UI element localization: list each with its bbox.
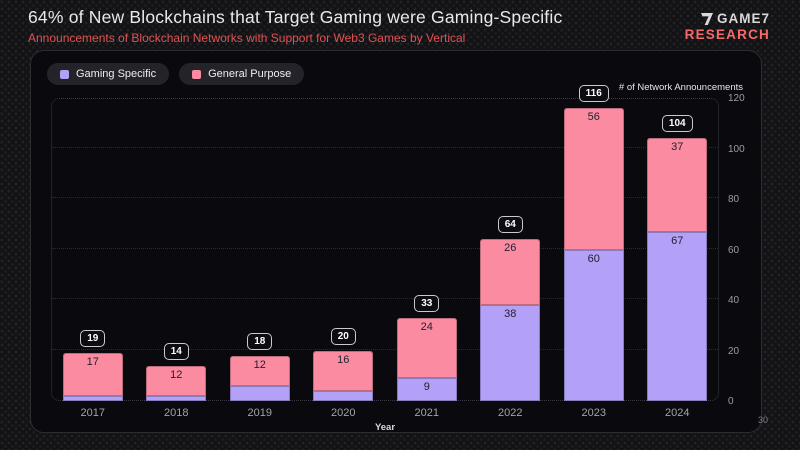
game7-seven-icon bbox=[700, 12, 713, 25]
segment-gaming-specific: 9 bbox=[396, 378, 457, 401]
bars-row: 19 17 14 12 18 12 20 16 33 24 9 64 26 38 116 56 60 104 37 6… bbox=[51, 85, 720, 401]
segment-general-purpose: 12 bbox=[229, 355, 290, 386]
logo-research-text: RESEARCH bbox=[684, 26, 770, 42]
segment-value-label: 60 bbox=[587, 252, 600, 265]
segment-gaming-specific bbox=[146, 395, 207, 401]
logo-top-row: GAME7 bbox=[700, 11, 770, 27]
total-badge-2023: 116 bbox=[578, 85, 609, 103]
legend-label: Gaming Specific bbox=[76, 68, 157, 80]
y-tick-label-0: 0 bbox=[728, 396, 734, 407]
gridline-20 bbox=[52, 348, 718, 350]
x-axis-labels: 2017 2018 2019 2020 2021 2022 2023 2024 bbox=[51, 407, 719, 419]
segment-value-label: 38 bbox=[504, 308, 517, 321]
legend-swatch-general-purpose bbox=[192, 69, 202, 79]
y-axis-ticks: 0 20 40 60 80 100 120 bbox=[725, 93, 757, 407]
total-badge-2020: 20 bbox=[330, 327, 356, 345]
segment-gaming-specific bbox=[229, 385, 290, 401]
bar-2021[interactable]: 24 9 bbox=[396, 317, 457, 401]
segment-general-purpose: 16 bbox=[313, 350, 374, 391]
legend-item-gaming-specific[interactable]: Gaming Specific bbox=[47, 63, 170, 85]
y-tick-label-20: 20 bbox=[728, 345, 740, 357]
x-tick-label-2024: 2024 bbox=[665, 407, 690, 419]
y-axis-title: # of Network Announcements bbox=[618, 82, 743, 93]
legend-item-general-purpose[interactable]: General Purpose bbox=[179, 63, 305, 85]
total-badge-2018: 14 bbox=[163, 342, 189, 360]
segment-value-label: 26 bbox=[504, 242, 517, 255]
total-badge-2019: 18 bbox=[247, 332, 273, 350]
bar-slot-2023: 116 56 60 bbox=[552, 85, 636, 401]
page-number: 30 bbox=[757, 415, 768, 425]
segment-value-label: 17 bbox=[86, 356, 99, 369]
total-badge-2022: 64 bbox=[497, 216, 523, 234]
bar-slot-2018: 14 12 bbox=[135, 98, 219, 401]
segment-general-purpose: 12 bbox=[146, 365, 207, 396]
x-tick-label-2018: 2018 bbox=[164, 407, 189, 419]
gridline-80 bbox=[52, 197, 718, 198]
total-badge-2024: 104 bbox=[661, 115, 693, 133]
total-badge-2021: 33 bbox=[414, 294, 440, 312]
segment-value-label: 37 bbox=[671, 141, 684, 154]
plot-area bbox=[51, 98, 719, 401]
bar-2024[interactable]: 37 67 bbox=[647, 138, 708, 401]
gridline-60 bbox=[52, 247, 718, 249]
bar-slot-2017: 19 17 bbox=[51, 98, 135, 401]
bar-2023[interactable]: 56 60 bbox=[563, 108, 624, 401]
page-title: 64% of New Blockchains that Target Gamin… bbox=[28, 7, 563, 27]
bar-2019[interactable]: 12 bbox=[229, 355, 290, 401]
segment-value-label: 12 bbox=[253, 358, 266, 371]
segment-gaming-specific bbox=[62, 395, 123, 401]
legend: Gaming Specific General Purpose bbox=[47, 63, 305, 85]
chart-panel: Gaming Specific General Purpose # of Netw… bbox=[30, 50, 762, 433]
segment-general-purpose: 26 bbox=[480, 239, 541, 306]
legend-swatch-gaming-specific bbox=[60, 69, 69, 79]
x-tick-label-2020: 2020 bbox=[331, 407, 356, 419]
segment-gaming-specific: 67 bbox=[647, 231, 708, 401]
bar-slot-2024: 104 37 67 bbox=[636, 98, 720, 401]
bar-slot-2022: 64 26 38 bbox=[469, 98, 553, 401]
total-badge-2017: 19 bbox=[80, 330, 106, 348]
segment-value-label: 9 bbox=[423, 381, 430, 394]
logo-brand-text: GAME7 bbox=[716, 11, 770, 26]
segment-gaming-specific: 38 bbox=[480, 305, 541, 401]
gridline-40 bbox=[52, 298, 718, 299]
bar-2018[interactable]: 12 bbox=[146, 365, 207, 401]
page-subtitle: Announcements of Blockchain Networks wit… bbox=[28, 31, 466, 45]
segment-gaming-specific: 60 bbox=[563, 249, 624, 401]
x-tick-label-2017: 2017 bbox=[80, 407, 105, 419]
y-tick-label-60: 60 bbox=[728, 244, 740, 256]
segment-value-label: 24 bbox=[420, 320, 433, 333]
segment-general-purpose: 17 bbox=[62, 353, 123, 396]
x-axis-title: Year bbox=[374, 422, 396, 433]
y-tick-label-40: 40 bbox=[728, 295, 740, 306]
segment-general-purpose: 37 bbox=[647, 138, 708, 232]
bar-2022[interactable]: 26 38 bbox=[480, 239, 541, 401]
x-tick-label-2022: 2022 bbox=[498, 407, 523, 419]
bar-2017[interactable]: 17 bbox=[62, 353, 123, 401]
y-tick-label-120: 120 bbox=[728, 93, 745, 104]
y-tick-label-100: 100 bbox=[728, 143, 745, 155]
segment-value-label: 67 bbox=[671, 234, 684, 247]
y-tick-label-80: 80 bbox=[728, 194, 740, 205]
segment-value-label: 12 bbox=[170, 368, 183, 381]
segment-general-purpose: 56 bbox=[563, 108, 624, 250]
x-tick-label-2023: 2023 bbox=[581, 407, 606, 419]
game7-research-logo: GAME7 RESEARCH bbox=[685, 11, 770, 42]
x-tick-label-2019: 2019 bbox=[247, 407, 272, 419]
legend-label: General Purpose bbox=[208, 68, 292, 80]
bar-2020[interactable]: 16 bbox=[313, 350, 374, 401]
bar-slot-2020: 20 16 bbox=[302, 98, 386, 401]
x-tick-label-2021: 2021 bbox=[414, 407, 439, 419]
segment-gaming-specific bbox=[313, 390, 374, 401]
segment-value-label: 56 bbox=[587, 111, 600, 124]
gridline-100 bbox=[52, 146, 718, 148]
bar-slot-2019: 18 12 bbox=[218, 98, 302, 401]
bar-slot-2021: 33 24 9 bbox=[385, 98, 469, 401]
segment-general-purpose: 24 bbox=[396, 317, 457, 379]
segment-value-label: 16 bbox=[337, 353, 350, 366]
